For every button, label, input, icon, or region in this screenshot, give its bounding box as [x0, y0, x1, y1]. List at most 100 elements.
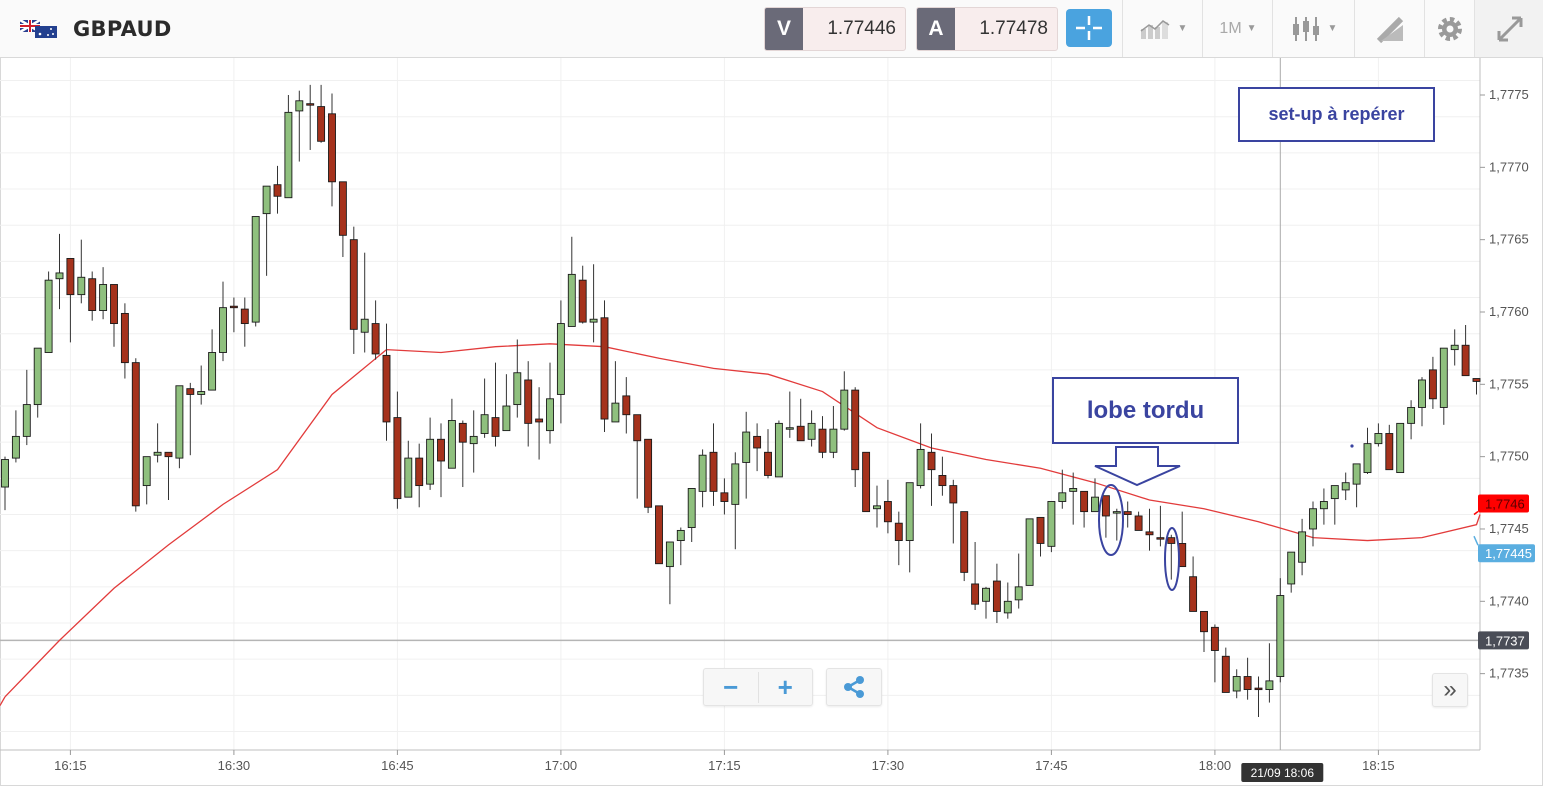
candle-up	[589, 318, 598, 323]
candle-down	[120, 312, 129, 364]
candle-down	[1134, 515, 1143, 531]
sell-price: 1.77446	[827, 18, 896, 39]
candle-up	[175, 385, 184, 459]
candle-down	[883, 501, 892, 523]
candle-up	[731, 463, 740, 505]
candle-up	[1407, 407, 1416, 424]
candle-up	[1341, 482, 1350, 491]
settings-button[interactable]	[1424, 0, 1475, 57]
crosshair-button[interactable]	[1066, 9, 1112, 47]
candle-down	[524, 379, 533, 424]
crosshair-time-label-bg	[1241, 763, 1324, 782]
candle-up	[905, 482, 914, 542]
double-chevron-right-icon: »	[1443, 676, 1457, 703]
candle-up	[1058, 492, 1067, 502]
chevron-down-icon: ▼	[1177, 23, 1188, 34]
scroll-to-latest-button[interactable]: »	[1432, 673, 1468, 707]
candlestick-icon	[1292, 16, 1319, 41]
candle-up	[262, 185, 271, 215]
candle-down	[1145, 531, 1154, 536]
candle-up	[197, 391, 206, 395]
candle-up	[513, 372, 522, 406]
candle-down	[633, 414, 642, 442]
price-label: 1,77445	[1485, 546, 1532, 561]
moving-average-line-start	[0, 696, 6, 706]
candle-up	[295, 100, 304, 112]
y-tick-label: 1,7765	[1489, 232, 1529, 247]
candle-down	[720, 492, 729, 502]
candle-up	[1003, 600, 1012, 614]
candle-up	[742, 431, 751, 463]
candle-up	[447, 420, 456, 469]
sell-price-button[interactable]: V 1.77446	[764, 7, 906, 51]
candle-down	[491, 417, 500, 437]
zoom-out-button[interactable]: −	[704, 671, 759, 703]
candle-down	[1101, 495, 1110, 517]
candle-down	[437, 438, 445, 462]
candle-up	[1418, 379, 1426, 408]
candle-down	[1080, 490, 1089, 513]
candle-down	[1189, 576, 1198, 612]
candle-down	[415, 457, 424, 487]
candle-down	[338, 181, 347, 236]
drawing-tools-button[interactable]	[1354, 0, 1425, 57]
candle-down	[349, 239, 358, 330]
share-icon	[844, 676, 864, 698]
timeframe-dropdown[interactable]: 1M ▼	[1202, 0, 1273, 57]
candle-up	[1112, 511, 1121, 514]
candle-up	[829, 428, 838, 453]
candle-down	[949, 485, 958, 504]
candle-down	[622, 395, 631, 416]
fullscreen-button[interactable]	[1474, 0, 1543, 57]
y-tick-label: 1,7760	[1489, 304, 1529, 319]
chart-type-button[interactable]: ▼	[1272, 0, 1355, 57]
candle-down	[1200, 610, 1208, 633]
annotation-setup-box: set-up à repérer	[1238, 87, 1435, 142]
candle-up	[1330, 485, 1339, 500]
zoom-controls: − +	[703, 668, 813, 706]
price-label: 1,7737	[1485, 633, 1525, 648]
candle-up	[1287, 551, 1296, 585]
candle-down	[1385, 433, 1394, 471]
candle-down	[535, 418, 544, 423]
candle-up	[1265, 680, 1274, 691]
candle-down	[862, 451, 871, 513]
candle-up	[284, 111, 293, 199]
candle-up	[1363, 443, 1372, 474]
candle-down	[1036, 516, 1045, 544]
timeframe-value: 1M	[1219, 19, 1242, 37]
x-tick-label: 16:30	[218, 758, 251, 773]
candle-up	[785, 427, 794, 430]
candle-up	[698, 454, 707, 492]
candle-down	[240, 308, 249, 325]
indicators-button[interactable]: ▼	[1122, 0, 1203, 57]
candle-up	[1374, 433, 1383, 445]
candle-up	[1091, 496, 1099, 513]
candle-down	[110, 284, 118, 325]
annotation-down-arrow	[1094, 446, 1181, 487]
candle-up	[219, 307, 227, 353]
candle-down	[927, 451, 936, 471]
candle-up	[1, 459, 9, 488]
candle-up	[44, 279, 53, 353]
candle-down	[1428, 369, 1437, 400]
candle-down	[894, 522, 903, 542]
x-tick-label: 16:15	[54, 758, 87, 773]
price-label-pointer	[1473, 510, 1479, 516]
candle-up	[404, 457, 413, 498]
candle-down	[1221, 655, 1230, 693]
candle-up	[1047, 501, 1056, 547]
fullscreen-expand-icon	[1497, 16, 1522, 41]
annotation-lobe-box: lobe tordu	[1052, 377, 1239, 444]
candle-down	[992, 580, 1001, 612]
candle-down	[753, 435, 762, 449]
candle-down	[578, 279, 587, 323]
share-button[interactable]	[826, 668, 882, 706]
price-label-bg	[1478, 631, 1529, 650]
candle-down	[1156, 537, 1165, 540]
candle-up	[469, 435, 478, 445]
candle-up	[251, 216, 260, 323]
zoom-in-button[interactable]: +	[777, 671, 793, 702]
x-tick-label: 17:00	[545, 758, 578, 773]
buy-price-button[interactable]: A 1.77478	[916, 7, 1058, 51]
